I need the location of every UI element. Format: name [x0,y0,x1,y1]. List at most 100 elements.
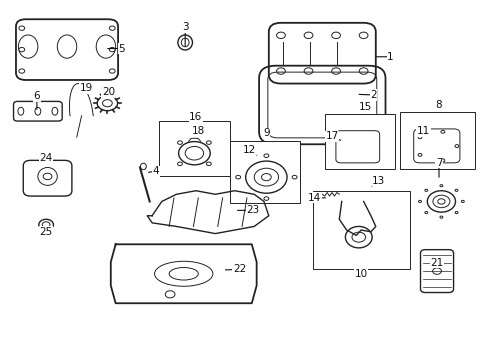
Ellipse shape [18,107,24,115]
Ellipse shape [206,141,211,144]
Text: 15: 15 [358,103,371,112]
Ellipse shape [454,189,457,192]
Ellipse shape [245,161,286,193]
Ellipse shape [96,35,116,58]
FancyBboxPatch shape [420,249,453,293]
Ellipse shape [19,69,25,73]
Ellipse shape [454,211,457,213]
Bar [159,121,229,176]
Ellipse shape [304,68,312,74]
Ellipse shape [437,199,444,204]
Ellipse shape [57,35,77,58]
Ellipse shape [185,147,203,160]
Ellipse shape [42,222,50,228]
Ellipse shape [97,96,117,111]
Text: 6: 6 [34,91,40,101]
Text: 24: 24 [40,153,53,163]
Ellipse shape [417,136,421,139]
FancyBboxPatch shape [16,19,118,80]
Text: 16: 16 [189,112,202,122]
Ellipse shape [19,48,25,52]
Bar [229,141,300,203]
Bar [399,112,474,169]
Ellipse shape [440,159,444,162]
FancyBboxPatch shape [268,23,375,84]
Ellipse shape [19,35,38,58]
Ellipse shape [264,197,268,201]
FancyBboxPatch shape [413,129,459,163]
Text: 1: 1 [386,52,393,62]
Ellipse shape [427,139,445,153]
Ellipse shape [276,32,285,39]
Ellipse shape [454,145,458,148]
Text: 2: 2 [369,90,376,100]
Ellipse shape [264,154,268,157]
Bar [312,191,409,269]
Ellipse shape [351,232,365,242]
Ellipse shape [261,174,271,181]
Ellipse shape [38,167,57,185]
Ellipse shape [427,191,455,212]
Ellipse shape [254,168,278,186]
Ellipse shape [331,32,340,39]
Ellipse shape [235,175,240,179]
Ellipse shape [345,226,371,248]
Ellipse shape [432,268,441,274]
Text: 13: 13 [371,176,384,186]
FancyBboxPatch shape [335,131,379,163]
Ellipse shape [19,26,25,30]
Ellipse shape [417,153,421,156]
Ellipse shape [291,175,296,179]
Text: 25: 25 [40,227,53,237]
Ellipse shape [109,69,115,73]
FancyBboxPatch shape [14,102,62,121]
Ellipse shape [418,201,421,203]
Text: 10: 10 [354,269,367,279]
Text: 17: 17 [325,131,338,141]
Ellipse shape [140,163,146,170]
Ellipse shape [177,162,182,166]
Text: 20: 20 [102,87,115,98]
Ellipse shape [177,141,182,144]
Ellipse shape [439,216,442,218]
Ellipse shape [424,189,427,192]
Ellipse shape [439,185,442,187]
Ellipse shape [181,38,189,47]
Ellipse shape [39,219,53,230]
Ellipse shape [343,138,371,158]
FancyBboxPatch shape [23,160,72,196]
Text: 8: 8 [435,100,442,110]
Ellipse shape [304,32,312,39]
Ellipse shape [460,201,463,203]
Ellipse shape [52,107,58,115]
Ellipse shape [109,48,115,52]
Text: 3: 3 [182,22,188,32]
Text: 21: 21 [429,258,443,268]
Text: 5: 5 [119,44,125,54]
Ellipse shape [102,100,112,107]
Ellipse shape [178,35,192,50]
Text: 9: 9 [263,128,269,138]
Text: 11: 11 [416,126,429,136]
Ellipse shape [350,143,365,153]
Text: 19: 19 [80,83,93,93]
Ellipse shape [420,134,451,158]
Polygon shape [111,244,256,303]
Ellipse shape [154,261,212,286]
Ellipse shape [440,130,444,133]
Text: 12: 12 [242,145,255,155]
Bar [324,114,394,169]
Text: 23: 23 [245,205,259,215]
Text: 4: 4 [152,166,159,176]
Ellipse shape [165,291,175,298]
Ellipse shape [169,267,198,280]
Ellipse shape [178,141,210,165]
Text: 14: 14 [307,193,321,203]
Text: 7: 7 [435,158,442,168]
Text: 22: 22 [233,264,246,274]
Ellipse shape [276,68,285,74]
Ellipse shape [424,211,427,213]
Ellipse shape [331,68,340,74]
Text: 18: 18 [191,126,204,136]
Ellipse shape [109,26,115,30]
